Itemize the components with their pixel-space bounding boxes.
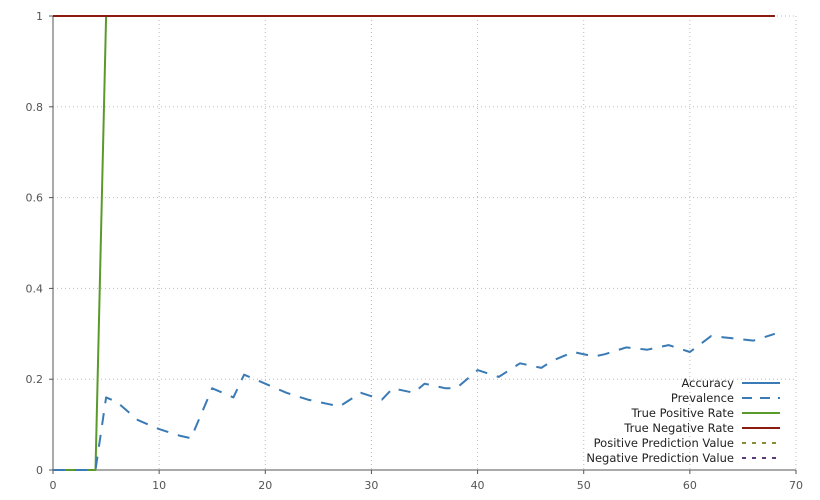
x-tick-label: 40 xyxy=(471,479,485,492)
y-tick-label: 0 xyxy=(36,464,43,477)
series-lines xyxy=(53,15,776,471)
x-tick-label: 60 xyxy=(683,479,697,492)
axes xyxy=(49,15,797,474)
series-line-prevalence xyxy=(53,332,776,471)
y-tick-label: 0.6 xyxy=(26,192,44,205)
x-tick-label: 0 xyxy=(50,479,57,492)
tick-labels: 0 10 20 30 40 50 60 70 0 0.2 0.4 0.6 0.8 1 xyxy=(26,10,804,492)
x-tick-label: 30 xyxy=(364,479,378,492)
y-tick-label: 0.2 xyxy=(26,373,44,386)
legend-label: Negative Prediction Value xyxy=(586,451,734,465)
x-tick-label: 20 xyxy=(258,479,272,492)
y-tick-label: 0.8 xyxy=(26,101,44,114)
legend-label: True Positive Rate xyxy=(631,406,734,420)
legend-label: Positive Prediction Value xyxy=(594,436,734,450)
y-tick-label: 0.4 xyxy=(26,282,44,295)
y-tick-label: 1 xyxy=(36,10,43,23)
legend-label: True Negative Rate xyxy=(623,421,734,435)
legend-label: Accuracy xyxy=(681,376,734,390)
series-line-true-positive-rate xyxy=(53,15,775,471)
x-tick-label: 10 xyxy=(152,479,166,492)
x-tick-label: 50 xyxy=(577,479,591,492)
legend-label: Prevalence xyxy=(671,391,734,405)
x-tick-label: 70 xyxy=(789,479,803,492)
